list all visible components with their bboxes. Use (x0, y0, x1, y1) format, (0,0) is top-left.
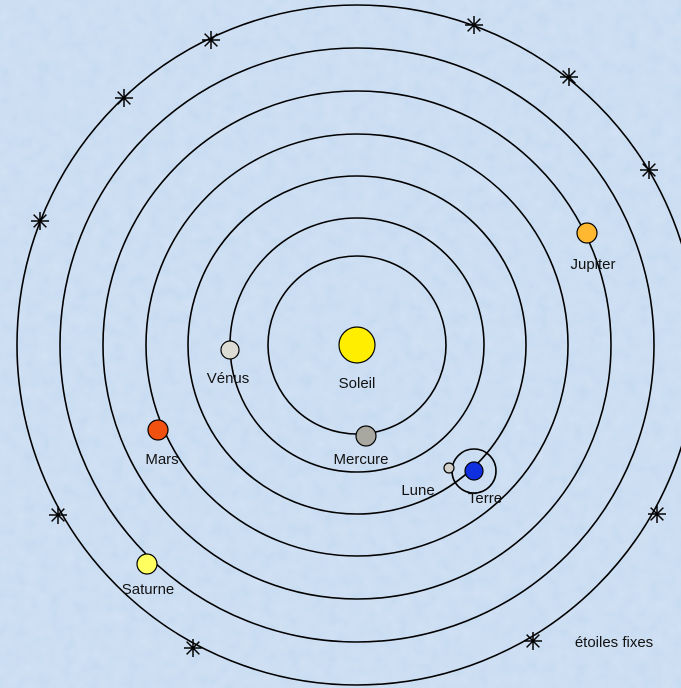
star-ray (642, 163, 656, 177)
planet (355, 425, 377, 447)
planet (136, 553, 158, 575)
label: Soleil (339, 375, 376, 392)
star (184, 639, 202, 657)
orbit (145, 133, 569, 557)
star (115, 89, 133, 107)
star-ray (526, 634, 540, 648)
star-ray (650, 507, 664, 521)
star-ray (562, 70, 576, 84)
planet (147, 419, 169, 441)
label: Terre (468, 490, 502, 507)
sun (338, 326, 376, 364)
label: Mars (145, 451, 178, 468)
orbits (16, 4, 681, 686)
star (49, 506, 67, 524)
star (465, 16, 483, 34)
orbit (59, 47, 655, 643)
label: Jupiter (570, 256, 615, 273)
planet (464, 461, 484, 481)
orbit (187, 175, 527, 515)
star-ray (33, 214, 47, 228)
orbit (102, 90, 612, 600)
star (640, 161, 658, 179)
star-ray (467, 18, 481, 32)
planets (136, 222, 598, 575)
planet (576, 222, 598, 244)
star (202, 31, 220, 49)
stars (31, 16, 666, 657)
label: Mercure (333, 451, 388, 468)
moon (443, 462, 455, 474)
star-ray (51, 508, 65, 522)
orbit (16, 4, 681, 686)
star-ray (186, 641, 200, 655)
star (560, 68, 578, 86)
legend-label: étoiles fixes (575, 634, 653, 651)
labels: Soleil Mercure Vénus Lune Terre Mars Jup… (122, 256, 653, 651)
label: Lune (401, 482, 434, 499)
star (31, 212, 49, 230)
star (524, 632, 542, 650)
label: Saturne (122, 581, 175, 598)
star (648, 505, 666, 523)
star-ray (204, 33, 218, 47)
label: Vénus (207, 370, 250, 387)
planet (220, 340, 240, 360)
star-ray (117, 91, 131, 105)
